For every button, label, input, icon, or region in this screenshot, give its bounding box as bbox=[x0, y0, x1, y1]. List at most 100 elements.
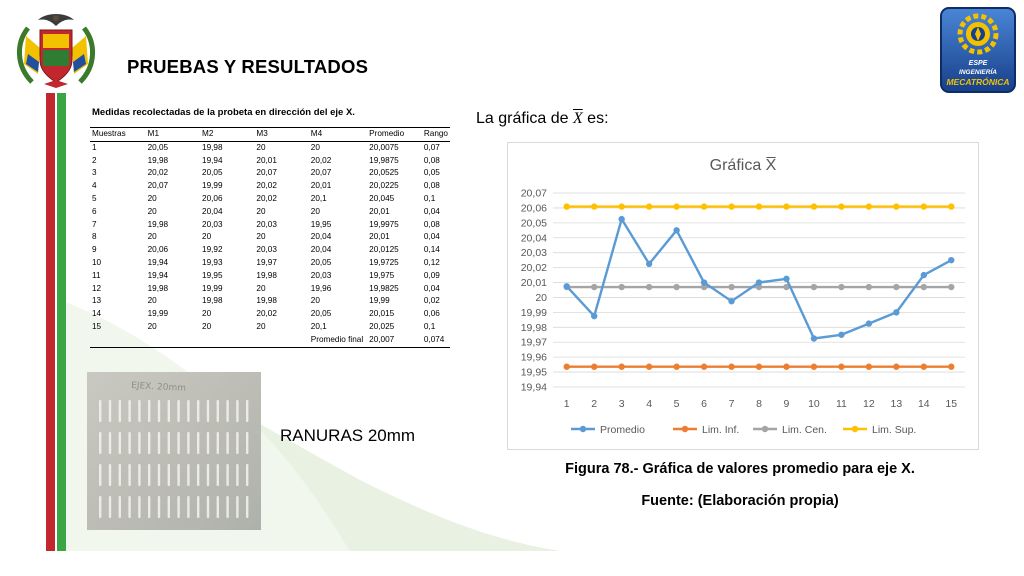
data-point bbox=[673, 227, 680, 234]
table-cell: 0,06 bbox=[423, 309, 440, 319]
slot-mark bbox=[226, 496, 229, 518]
chart-intro-text: La gráfica de X es: bbox=[476, 110, 609, 127]
slot-mark bbox=[197, 464, 200, 486]
data-point bbox=[838, 331, 845, 338]
slot-mark bbox=[177, 496, 180, 518]
slot-mark bbox=[226, 400, 229, 422]
slot-mark bbox=[99, 400, 102, 422]
data-point bbox=[810, 335, 818, 342]
slot-mark bbox=[138, 496, 141, 518]
slot-mark bbox=[99, 496, 102, 518]
table-row: 8 20 20 20 20,04 20,01 0,04 bbox=[90, 231, 450, 244]
table-cell: 8 bbox=[92, 232, 97, 242]
legend-marker bbox=[579, 425, 587, 433]
column-header: M3 bbox=[254, 127, 309, 142]
column-header: Promedio bbox=[367, 127, 422, 142]
logo-line-3: MECATRÓNICA bbox=[946, 76, 1009, 87]
slot-mark bbox=[226, 432, 229, 454]
final-range-value: 0,074 bbox=[421, 333, 450, 348]
slot-mark bbox=[148, 432, 151, 454]
chart-legend: Promedio Lim. Inf. Lim. Cen. Lim. Sup. bbox=[571, 424, 916, 436]
y-tick-label: 19,96 bbox=[521, 352, 547, 364]
slot-mark bbox=[138, 464, 141, 486]
data-point bbox=[563, 363, 570, 370]
table-body: 1 20,05 19,98 20 20 20,0075 0,07 2 19,98 19,94 20,… bbox=[90, 141, 450, 333]
table-row: 10 19,94 19,93 19,97 20,05 19,9725 0,12 bbox=[90, 257, 450, 270]
table-cell: 19,99 bbox=[202, 181, 223, 191]
slot-mark bbox=[206, 400, 210, 422]
table-cell: 20,02 bbox=[256, 309, 277, 319]
table-cell: 19,92 bbox=[202, 245, 223, 255]
table-cell: 4 bbox=[92, 181, 97, 191]
legend-label: Promedio bbox=[600, 424, 645, 436]
university-coat-of-arms-icon bbox=[16, 14, 96, 88]
slot-mark bbox=[138, 400, 141, 422]
table-cell: 10 bbox=[92, 257, 102, 267]
table-cell: 19,98 bbox=[256, 296, 277, 306]
table-cell: 0,1 bbox=[423, 321, 436, 331]
slot-mark bbox=[187, 496, 190, 518]
column-header: M1 bbox=[145, 127, 201, 142]
x-tick-label: 10 bbox=[808, 398, 820, 410]
table-cell: 20,1 bbox=[310, 321, 327, 331]
x-tick-label: 2 bbox=[591, 398, 597, 410]
table-cell: 20,02 bbox=[256, 193, 277, 203]
data-point bbox=[563, 203, 570, 210]
x-tick-label: 11 bbox=[836, 398, 847, 410]
slot-mark bbox=[187, 432, 190, 454]
data-point bbox=[810, 283, 818, 291]
table-cell: 20,015 bbox=[369, 309, 395, 319]
slot-mark bbox=[99, 464, 102, 486]
y-tick-label: 20,05 bbox=[521, 217, 547, 229]
table-cell: 19,975 bbox=[369, 270, 395, 280]
table-cell: 7 bbox=[92, 219, 97, 229]
table-row: 14 19,99 20 20,02 20,05 20,015 0,06 bbox=[90, 308, 450, 321]
table-cell: 20 bbox=[202, 309, 212, 319]
table-cell: 20,06 bbox=[202, 193, 223, 203]
data-point bbox=[728, 363, 735, 370]
table-cell: 20,02 bbox=[147, 168, 169, 178]
table-cell: 0,08 bbox=[423, 219, 440, 229]
slot-mark bbox=[99, 432, 102, 454]
data-point bbox=[755, 363, 763, 370]
data-point bbox=[673, 283, 680, 291]
y-tick-label: 19,98 bbox=[521, 322, 547, 334]
y-tick-label: 19,94 bbox=[521, 382, 547, 394]
y-tick-label: 20,04 bbox=[521, 232, 547, 244]
table-cell: 0,12 bbox=[423, 257, 440, 267]
slot-mark bbox=[108, 496, 112, 518]
slot-mark bbox=[108, 400, 112, 422]
data-point bbox=[700, 203, 708, 210]
slot-mark bbox=[128, 400, 131, 422]
table-cell: 20 bbox=[147, 193, 157, 203]
slot-mark bbox=[118, 432, 121, 454]
y-tick-label: 19,99 bbox=[521, 307, 547, 319]
table-cell: 20 bbox=[310, 206, 320, 216]
slot-mark bbox=[216, 432, 219, 454]
table-cell: 6 bbox=[92, 206, 97, 216]
data-point bbox=[865, 363, 873, 370]
slot-mark bbox=[157, 432, 161, 454]
table-row: 3 20,02 20,05 20,07 20,07 20,0525 0,05 bbox=[90, 167, 450, 180]
slot-mark bbox=[236, 432, 239, 454]
data-point bbox=[865, 203, 873, 210]
table-cell: 0,05 bbox=[423, 168, 440, 178]
table-cell: 19,9875 bbox=[369, 155, 399, 165]
table-cell: 11 bbox=[92, 270, 101, 280]
table-cell: 20,03 bbox=[202, 219, 223, 229]
data-point bbox=[810, 203, 818, 210]
photo-caption: RANURAS 20mm bbox=[280, 426, 416, 445]
table-row: 12 19,98 19,99 20 19,96 19,9825 0,04 bbox=[90, 283, 450, 296]
slot-mark bbox=[246, 400, 249, 422]
table-cell: 19,98 bbox=[256, 270, 277, 280]
table-footer-row: Promedio final 20,007 0,074 bbox=[90, 333, 450, 348]
slot-marks bbox=[99, 400, 249, 518]
slot-mark bbox=[246, 432, 249, 454]
x-tick-label: 8 bbox=[756, 398, 762, 410]
data-point bbox=[893, 283, 900, 291]
slot-mark bbox=[206, 432, 210, 454]
measurements-table: Muestras M1 M2 M3 M4 Promedio Rango 1 20,… bbox=[90, 127, 450, 348]
table-cell: 0,08 bbox=[423, 181, 440, 191]
table-cell: 0,09 bbox=[423, 270, 440, 280]
figure-caption: Figura 78.- Gráfica de valores promedio … bbox=[565, 461, 915, 477]
